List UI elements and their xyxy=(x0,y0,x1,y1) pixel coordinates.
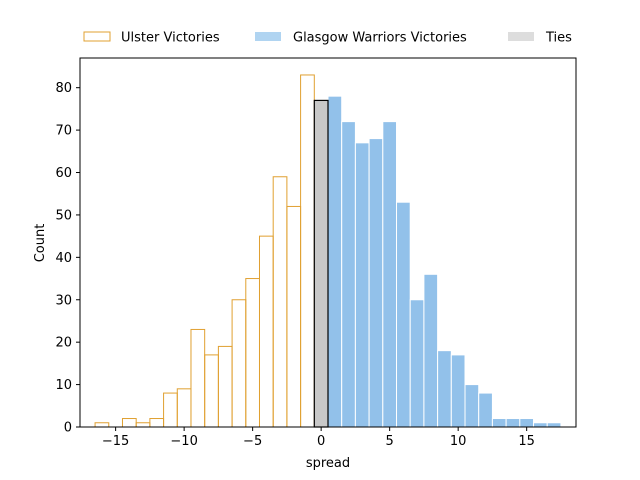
x-tick-label: 0 xyxy=(317,434,325,449)
bar-ulster-victories-13 xyxy=(272,176,288,428)
y-tick-label: 0 xyxy=(64,421,72,436)
x-tick-label: 10 xyxy=(450,434,467,449)
y-tick-label: 80 xyxy=(55,81,72,96)
bar-glasgow-warriors-victories-13 xyxy=(505,418,521,428)
bar-glasgow-warriors-victories-12 xyxy=(491,418,507,428)
y-tick-label: 70 xyxy=(55,124,72,139)
y-tick-label: 20 xyxy=(55,336,72,351)
legend-label: Ulster Victories xyxy=(121,31,220,46)
bar-ulster-victories-7 xyxy=(190,328,206,428)
bar-glasgow-warriors-victories-4 xyxy=(382,121,398,428)
bar-glasgow-warriors-victories-2 xyxy=(354,142,370,428)
legend-label: Ties xyxy=(545,31,572,46)
bar-glasgow-warriors-victories-7 xyxy=(423,273,439,428)
legend: Ulster Victories Glasgow Warriors Victori… xyxy=(83,31,572,46)
bar-ulster-victories-4 xyxy=(149,418,165,428)
x-axis-label: spread xyxy=(306,456,350,471)
x-tick-label: −15 xyxy=(102,434,129,449)
y-axis: 0 10 20 30 40 50 60 70 80 xyxy=(55,81,80,436)
y-axis-label: Count xyxy=(33,224,48,263)
bar-ulster-victories-3 xyxy=(135,422,151,428)
bar-ulster-victories-2 xyxy=(121,418,137,428)
bar-ties-0 xyxy=(313,99,329,428)
bar-ulster-victories-5 xyxy=(163,392,178,428)
bar-glasgow-warriors-victories-8 xyxy=(437,350,452,428)
legend-swatch-ulster-victories xyxy=(83,31,111,42)
bar-ulster-victories-11 xyxy=(245,278,260,428)
bar-ulster-victories-9 xyxy=(217,345,233,428)
y-tick-label: 60 xyxy=(55,166,72,181)
bar-ulster-victories-12 xyxy=(258,235,274,428)
bar-ulster-victories-8 xyxy=(204,354,219,428)
bar-ulster-victories-0 xyxy=(94,422,110,428)
bar-glasgow-warriors-victories-10 xyxy=(464,384,480,428)
bar-glasgow-warriors-victories-3 xyxy=(368,138,384,428)
legend-swatch-ties xyxy=(508,32,534,41)
x-tick-label: −5 xyxy=(243,434,262,449)
x-tick-label: 5 xyxy=(386,434,394,449)
bar-glasgow-warriors-victories-0 xyxy=(327,95,343,428)
bar-glasgow-warriors-victories-11 xyxy=(478,392,493,428)
bar-ulster-victories-10 xyxy=(231,299,247,428)
bar-ulster-victories-6 xyxy=(176,388,192,428)
bar-glasgow-warriors-victories-15 xyxy=(533,422,548,428)
x-axis: −15 −10 −5 0 5 10 15 xyxy=(102,427,535,449)
y-tick-label: 40 xyxy=(55,251,72,266)
bar-glasgow-warriors-victories-16 xyxy=(546,422,562,428)
legend-label: Glasgow Warriors Victories xyxy=(293,31,467,46)
bar-ulster-victories-14 xyxy=(286,205,302,428)
x-tick-label: 15 xyxy=(518,434,535,449)
bars-layer xyxy=(94,74,562,428)
y-tick-label: 10 xyxy=(55,378,72,393)
legend-swatch-glasgow-warriors-victories xyxy=(255,32,281,41)
bar-glasgow-warriors-victories-6 xyxy=(409,299,425,428)
bar-glasgow-warriors-victories-14 xyxy=(519,418,535,428)
bar-ulster-victories-15 xyxy=(300,74,315,428)
x-tick-label: −10 xyxy=(170,434,197,449)
bar-glasgow-warriors-victories-9 xyxy=(450,354,466,428)
plot-area-frame xyxy=(79,57,577,428)
bar-glasgow-warriors-victories-5 xyxy=(396,201,411,428)
y-tick-label: 50 xyxy=(55,208,72,223)
bar-glasgow-warriors-victories-1 xyxy=(341,121,356,428)
y-tick-label: 30 xyxy=(55,293,72,308)
